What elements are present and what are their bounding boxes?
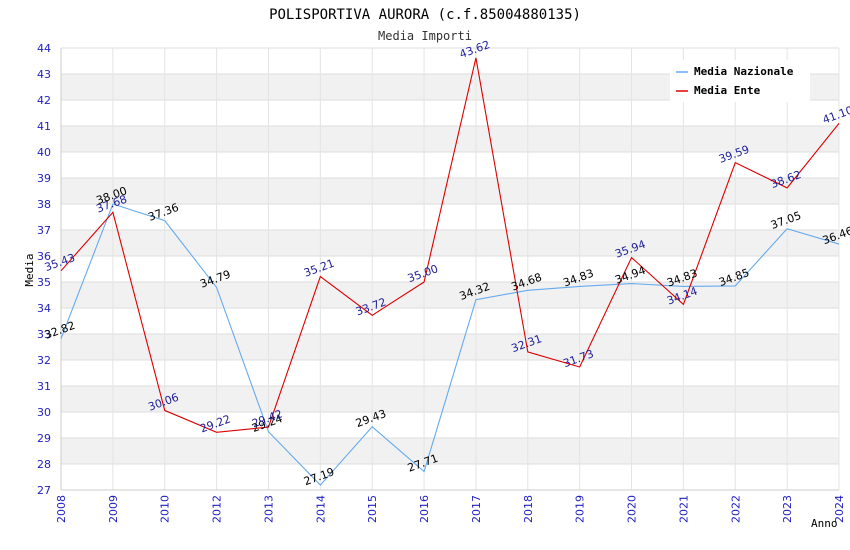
x-tick-label: 2009 (107, 495, 120, 523)
data-label-media-ente: 41.10 (821, 104, 850, 127)
x-tick-label: 2019 (574, 495, 587, 523)
chart-title: POLISPORTIVA AURORA (c.f.85004880135) (269, 7, 581, 23)
data-label-media-ente: 35.21 (302, 257, 336, 280)
x-tick-label: 2024 (833, 495, 846, 523)
grid-band (61, 230, 839, 256)
series-lines (60, 57, 840, 486)
y-tick-label: 34 (37, 302, 51, 315)
legend-label-media-nazionale: Media Nazionale (694, 65, 794, 78)
data-label-media-nazionale: 37.05 (769, 209, 803, 232)
x-tick-label: 2020 (626, 495, 639, 523)
series-line-media-nazionale (60, 203, 840, 486)
y-tick-label: 29 (37, 432, 51, 445)
y-tick-label: 35 (37, 276, 51, 289)
legend-label-media-ente: Media Ente (694, 84, 761, 97)
x-tick-label: 2013 (262, 495, 275, 523)
x-axis-label: Anno (811, 517, 838, 530)
x-tick-label: 2010 (159, 495, 172, 523)
x-tick-label: 2012 (211, 495, 224, 523)
x-tick-label: 2021 (677, 495, 690, 523)
y-tick-labels: 27 28 29 30 31 32 33 34 35 36 37 38 39 40 41 42 43 44 (37, 42, 51, 497)
x-tick-label: 2017 (470, 495, 483, 523)
y-tick-label: 43 (37, 68, 51, 81)
legend: Media Nazionale Media Ente (670, 60, 810, 102)
y-axis-label: Media (23, 253, 36, 286)
data-labels: 32.8238.0037.3634.7929.2427.1929.4327.71… (43, 38, 850, 488)
y-tick-label: 27 (37, 484, 51, 497)
x-tick-label: 2018 (522, 495, 535, 523)
x-tick-labels: 2008 2009 2010 2012 2013 2014 2015 2016 2017 2018… (55, 495, 846, 523)
y-tick-label: 38 (37, 198, 51, 211)
y-tick-label: 40 (37, 146, 51, 159)
y-tick-label: 36 (37, 250, 51, 263)
y-tick-label: 44 (37, 42, 51, 55)
y-tick-label: 28 (37, 458, 51, 471)
y-tick-label: 32 (37, 354, 51, 367)
grid-band (61, 126, 839, 152)
grid-bands (61, 74, 839, 464)
grid-band (61, 334, 839, 360)
x-tick-label: 2022 (729, 495, 742, 523)
y-tick-label: 39 (37, 172, 51, 185)
grid-band (61, 438, 839, 464)
legend-box (670, 60, 810, 102)
y-tick-label: 37 (37, 224, 51, 237)
data-label-media-nazionale: 27.19 (302, 465, 336, 488)
y-tick-label: 33 (37, 328, 51, 341)
grid-band (61, 386, 839, 412)
y-tick-label: 30 (37, 406, 51, 419)
x-tick-label: 2015 (366, 495, 379, 523)
y-tick-label: 41 (37, 120, 51, 133)
grid-band (61, 178, 839, 204)
x-tick-label: 2023 (781, 495, 794, 523)
series-line-media-ente (60, 57, 840, 433)
grid-lines (60, 47, 840, 491)
x-tick-label: 2016 (418, 495, 431, 523)
y-tick-label: 42 (37, 94, 51, 107)
x-tick-label: 2008 (55, 495, 68, 523)
x-tick-label: 2014 (314, 495, 327, 523)
y-tick-label: 31 (37, 380, 51, 393)
chart-subtitle: Media Importi (378, 29, 472, 43)
